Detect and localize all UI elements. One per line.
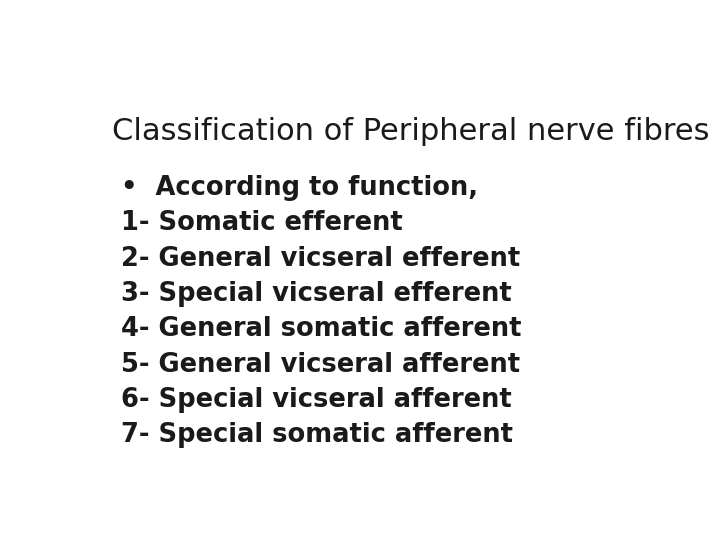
- Text: 6- Special vicseral afferent: 6- Special vicseral afferent: [121, 387, 511, 413]
- Text: •  According to function,: • According to function,: [121, 175, 477, 201]
- Text: 5- General vicseral afferent: 5- General vicseral afferent: [121, 352, 520, 377]
- Text: 7- Special somatic afferent: 7- Special somatic afferent: [121, 422, 513, 448]
- Text: 2- General vicseral efferent: 2- General vicseral efferent: [121, 246, 520, 272]
- Text: 4- General somatic afferent: 4- General somatic afferent: [121, 316, 521, 342]
- Text: Classification of Peripheral nerve fibres: Classification of Peripheral nerve fibre…: [112, 117, 710, 146]
- Text: 1- Somatic efferent: 1- Somatic efferent: [121, 210, 402, 237]
- Text: 3- Special vicseral efferent: 3- Special vicseral efferent: [121, 281, 511, 307]
